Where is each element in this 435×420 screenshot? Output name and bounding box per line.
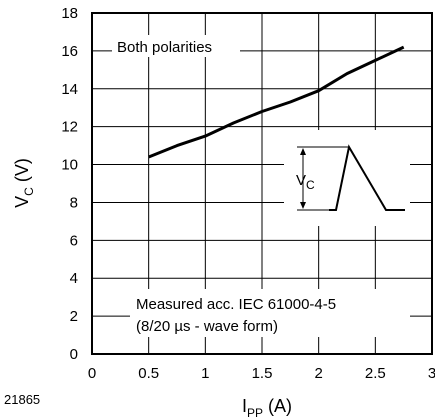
y-tick-label-2: 4 (70, 270, 78, 287)
pulse-waveform (329, 144, 405, 211)
y-tick-label-6: 12 (61, 119, 78, 136)
y-tick-label-7: 14 (61, 81, 78, 98)
y-tick-label-8: 16 (61, 43, 78, 60)
y-tick-label-9: 18 (61, 5, 78, 22)
y-tick-label-3: 6 (70, 232, 78, 249)
y-tick-label-0: 0 (70, 346, 78, 363)
series-layer (148, 45, 405, 159)
x-axis-title: IPP (A) (242, 396, 292, 420)
y-tick-label-1: 2 (70, 308, 78, 325)
x-tick-labels: 0 0.5 1 1.5 2 2.5 3 (88, 365, 435, 382)
measurement-note-line2: (8/20 µs - wave form) (136, 318, 278, 335)
measurement-note-line1: Measured acc. IEC 61000-4-5 (136, 296, 336, 313)
y-axis-title: VC (V) (12, 158, 36, 208)
x-tick-label-0: 0 (88, 365, 96, 382)
y-tick-labels: 0 2 4 6 8 10 12 14 16 18 (61, 5, 78, 363)
x-tick-label-4: 2 (314, 365, 322, 382)
figure-id: 21865 (4, 392, 40, 407)
inset-vc-label: VC (296, 172, 315, 192)
x-tick-label-1: 0.5 (138, 365, 159, 382)
inset-up-arrow (300, 148, 306, 155)
x-tick-label-2: 1 (201, 365, 209, 382)
polarity-label-bg (112, 35, 240, 57)
y-tick-label-4: 8 (70, 194, 78, 211)
measurement-note-bg (130, 289, 410, 337)
series-line-0 (148, 45, 405, 159)
plot-frame (91, 12, 433, 355)
annotations: Both polarities Measured acc. IEC 61000-… (112, 35, 410, 337)
x-tick-label-5: 2.5 (365, 365, 386, 382)
y-tick-label-5: 10 (61, 157, 78, 174)
polarity-annotation: Both polarities (117, 39, 212, 56)
x-tick-label-3: 1.5 (252, 365, 273, 382)
inset-down-arrow (300, 202, 306, 209)
waveform-inset: VC (284, 130, 410, 226)
x-tick-label-6: 3 (428, 365, 435, 382)
